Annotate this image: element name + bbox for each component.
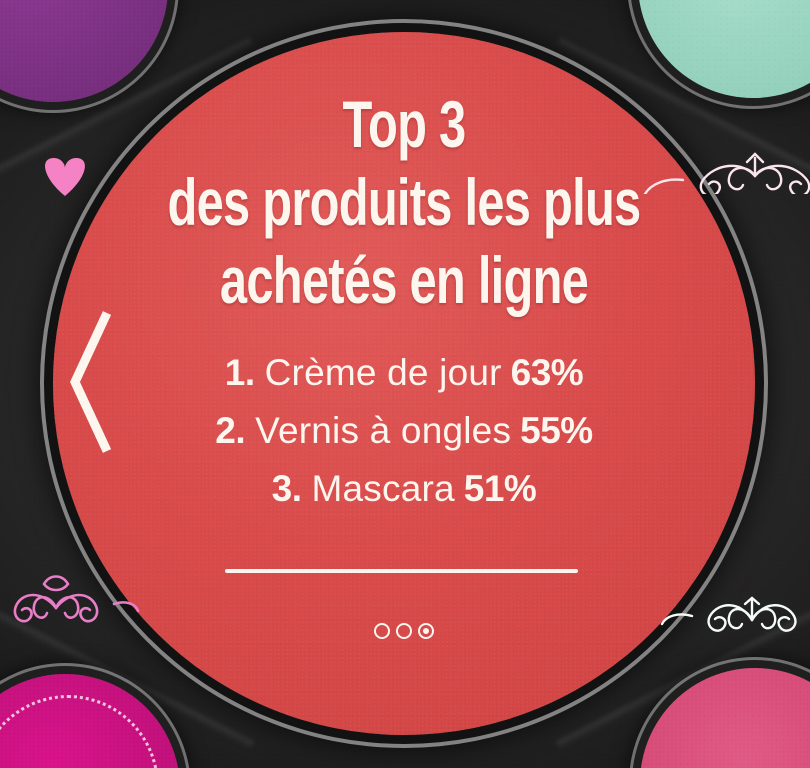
rank-label: Crème de jour	[264, 352, 502, 393]
list-item: 2. Vernis à ongles 55%	[53, 402, 755, 460]
rank-number: 3.	[271, 468, 302, 509]
rank-label: Mascara	[311, 468, 455, 509]
main-pan-texture	[53, 32, 755, 735]
rank-label: Vernis à ongles	[255, 410, 512, 451]
list-item: 3. Mascara 51%	[53, 460, 755, 518]
rank-percentage: 51%	[463, 468, 537, 509]
pagination-dot-2[interactable]	[396, 623, 412, 639]
rank-number: 2.	[215, 410, 246, 451]
list-item: 1. Crème de jour 63%	[53, 344, 755, 402]
pagination-dot-3-active[interactable]	[418, 623, 434, 639]
slide-content: Top 3 des produits les plus achetés en l…	[53, 32, 755, 735]
rank-percentage: 55%	[520, 410, 593, 451]
carousel-pagination[interactable]	[53, 623, 755, 639]
makeup-pan-top-left-purple	[0, 0, 168, 102]
ranking-list: 1. Crème de jour 63% 2. Vernis à ongles 55% …	[53, 344, 755, 518]
divider	[225, 569, 578, 573]
pagination-dot-1[interactable]	[374, 623, 390, 639]
rank-number: 1.	[224, 352, 255, 393]
chevron-left-icon[interactable]	[67, 307, 113, 457]
makeup-pan-center-red	[53, 32, 755, 735]
makeup-pan-top-right-mint	[638, 0, 810, 98]
makeup-pan-bottom-right-rose	[640, 668, 810, 768]
rank-percentage: 63%	[510, 352, 584, 393]
page-title: Top 3 des produits les plus achetés en l…	[167, 87, 642, 317]
